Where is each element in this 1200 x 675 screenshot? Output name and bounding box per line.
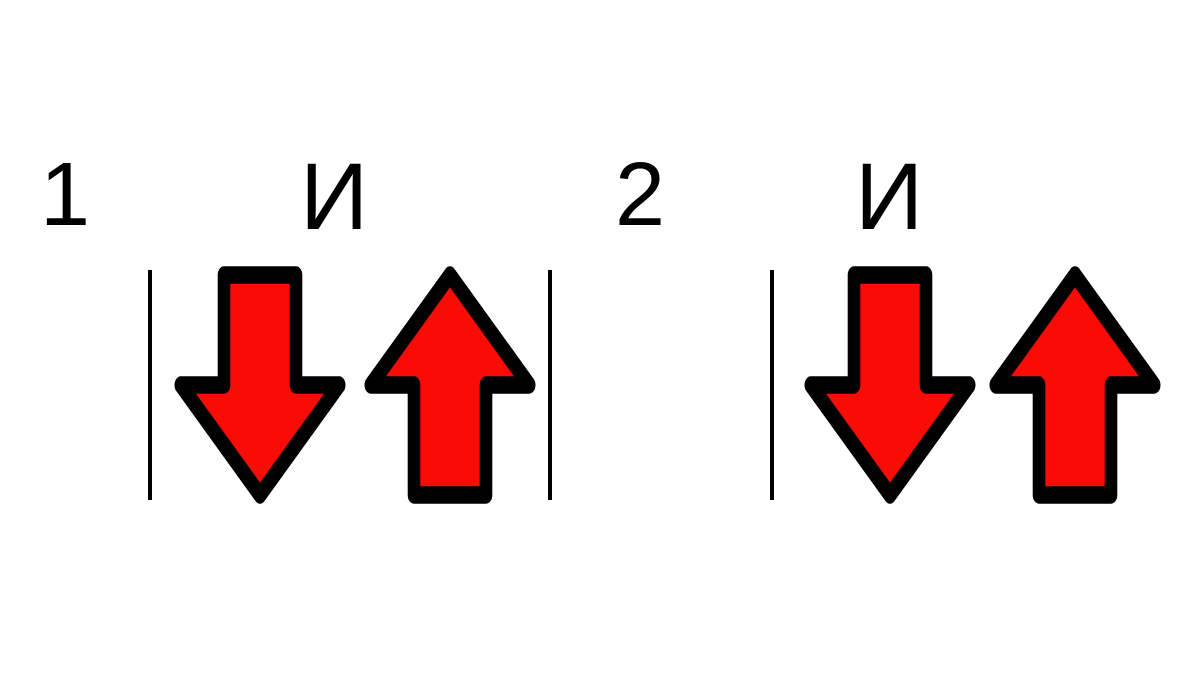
divider-line-1 <box>148 270 152 500</box>
diagram-stage: 1 И 2 И <box>0 0 1200 675</box>
arrow-path <box>811 275 969 495</box>
group1-number-label: 1 <box>40 150 90 240</box>
arrow-up-icon <box>985 260 1165 510</box>
arrow-path <box>371 275 529 495</box>
arrow-down-icon <box>800 260 980 510</box>
arrow-up-icon <box>360 260 540 510</box>
group2-number-label: 2 <box>615 150 665 240</box>
group2-and-label: И <box>855 150 923 245</box>
divider-line-2 <box>548 270 552 500</box>
group1-and-label: И <box>300 150 368 245</box>
divider-line-3 <box>770 270 774 500</box>
arrow-down-icon <box>170 260 350 510</box>
arrow-path <box>181 275 339 495</box>
arrow-path <box>996 275 1154 495</box>
